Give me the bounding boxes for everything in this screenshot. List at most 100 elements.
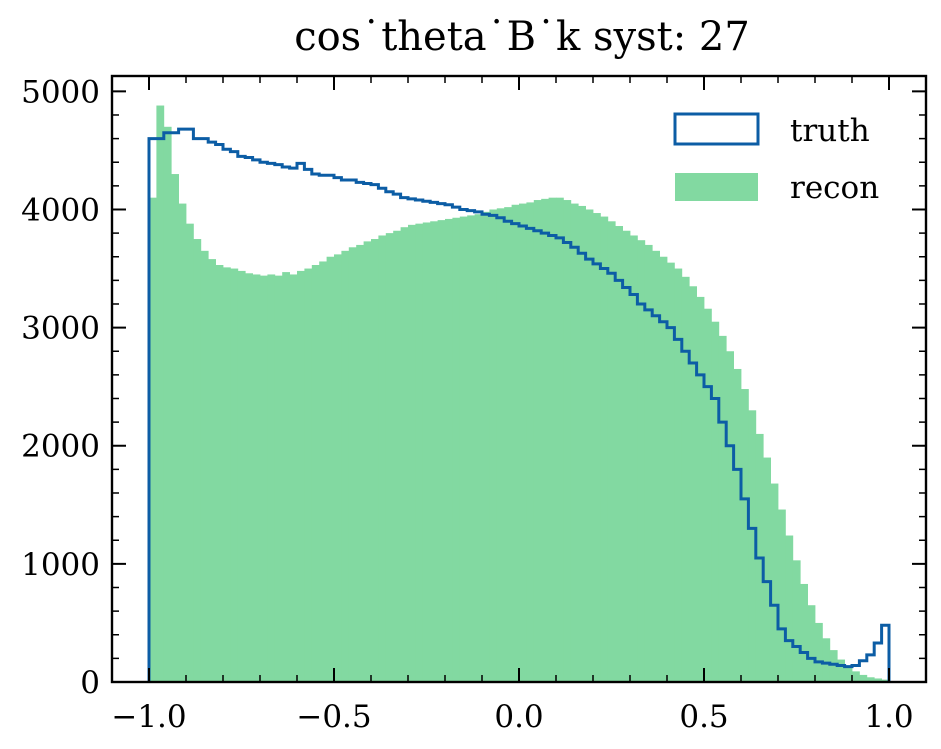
recon-bar [807,605,816,682]
recon-bar [844,666,853,682]
recon-bar [681,276,690,682]
recon-bar [459,216,468,682]
recon-bar [482,211,490,682]
recon-bar [585,209,594,682]
recon-bar [445,218,453,682]
recon-bar [600,216,609,682]
recon-bar [408,224,416,682]
y-tick-label: 3000 [21,311,100,347]
recon-bar [282,272,290,682]
recon-bar [815,622,823,682]
recon-bar [496,208,505,683]
recon-bar [689,286,697,682]
recon-bar [289,274,298,682]
y-tick-label: 5000 [21,74,100,110]
recon-bar [430,221,438,682]
recon-bar [593,213,601,682]
recon-bar [297,270,305,682]
truth-series-line [147,127,891,682]
recon-bar [630,235,638,682]
recon-bar [622,230,631,682]
recon-bar [378,235,387,682]
recon-bar [474,214,483,683]
recon-bar [208,259,216,682]
recon-bar [156,105,165,682]
recon-bar [541,198,549,682]
recon-bar [748,410,757,682]
recon-bar [371,239,379,682]
recon-bar [489,209,498,682]
recon-bar [822,638,831,682]
legend: truth recon [673,112,879,206]
recon-bar [422,222,431,682]
recon-bar [696,296,705,682]
x-tick-label: 0.5 [679,699,728,735]
recon-bar [200,250,209,682]
recon-bar [252,274,261,682]
x-tick-label: 0.0 [494,699,543,735]
recon-bar [674,268,683,682]
recon-bar [763,457,771,682]
recon-bar [866,677,875,682]
recon-bar [171,174,179,682]
recon-bar [467,215,475,682]
recon-bar [363,241,372,682]
recon-bar [334,254,342,682]
recon-bar [837,659,845,682]
recon-bar [452,217,461,682]
y-tick-label: 4000 [21,192,100,228]
recon-bar [393,230,401,682]
recon-bar [578,205,586,682]
recon-bar [548,197,557,682]
recon-bar [874,678,882,682]
recon-bar [260,275,268,682]
recon-bar [607,221,616,682]
recon-bar [163,126,172,683]
recon-bar [223,267,231,682]
recon-bar [311,265,320,682]
recon-bar [519,203,527,682]
recon-bar [859,674,868,682]
legend-recon-swatch [675,173,758,201]
recon-bar [437,220,446,683]
recon-bar [193,239,202,682]
x-tick-label: −0.5 [296,699,371,735]
recon-bar [326,256,335,682]
recon-bar [637,240,646,682]
recon-bar [570,203,579,682]
recon-bar [245,273,253,682]
recon-bar [800,583,808,682]
recon-bar [659,256,668,682]
y-tick-label: 1000 [21,547,100,583]
recon-bar [785,535,794,682]
axis-ticks [111,76,927,683]
x-tick-label: 1.0 [864,699,913,735]
recon-bar [385,233,394,682]
y-tick-label: 0 [80,665,100,701]
recon-bar [526,202,535,683]
axis-tick-labels: −1.0 −0.5 0.0 0.5 1.0 0 1000 2000 3000 4000 5000 [21,74,914,735]
recon-bar [267,274,276,682]
recon-bar [667,262,675,682]
recon-bar [319,261,327,682]
recon-bar [770,483,779,682]
legend-truth-label: truth [790,113,870,149]
recon-series [149,105,890,683]
recon-bar [504,207,512,682]
legend-recon-label: recon [790,170,879,206]
legend-truth-swatch [673,112,760,146]
recon-bar [400,227,409,682]
recon-bar [852,671,860,682]
recon-bar [792,560,801,682]
recon-bar [415,223,424,682]
recon-bar [652,250,660,682]
recon-bar [304,268,313,682]
recon-bar [341,250,350,682]
recon-bar [726,351,734,682]
recon-bar [356,244,364,682]
chart-title: cos˙theta˙B˙k syst: 27 [294,14,750,60]
recon-bar [704,308,712,682]
recon-bar [149,197,157,682]
recon-bar [778,509,786,682]
